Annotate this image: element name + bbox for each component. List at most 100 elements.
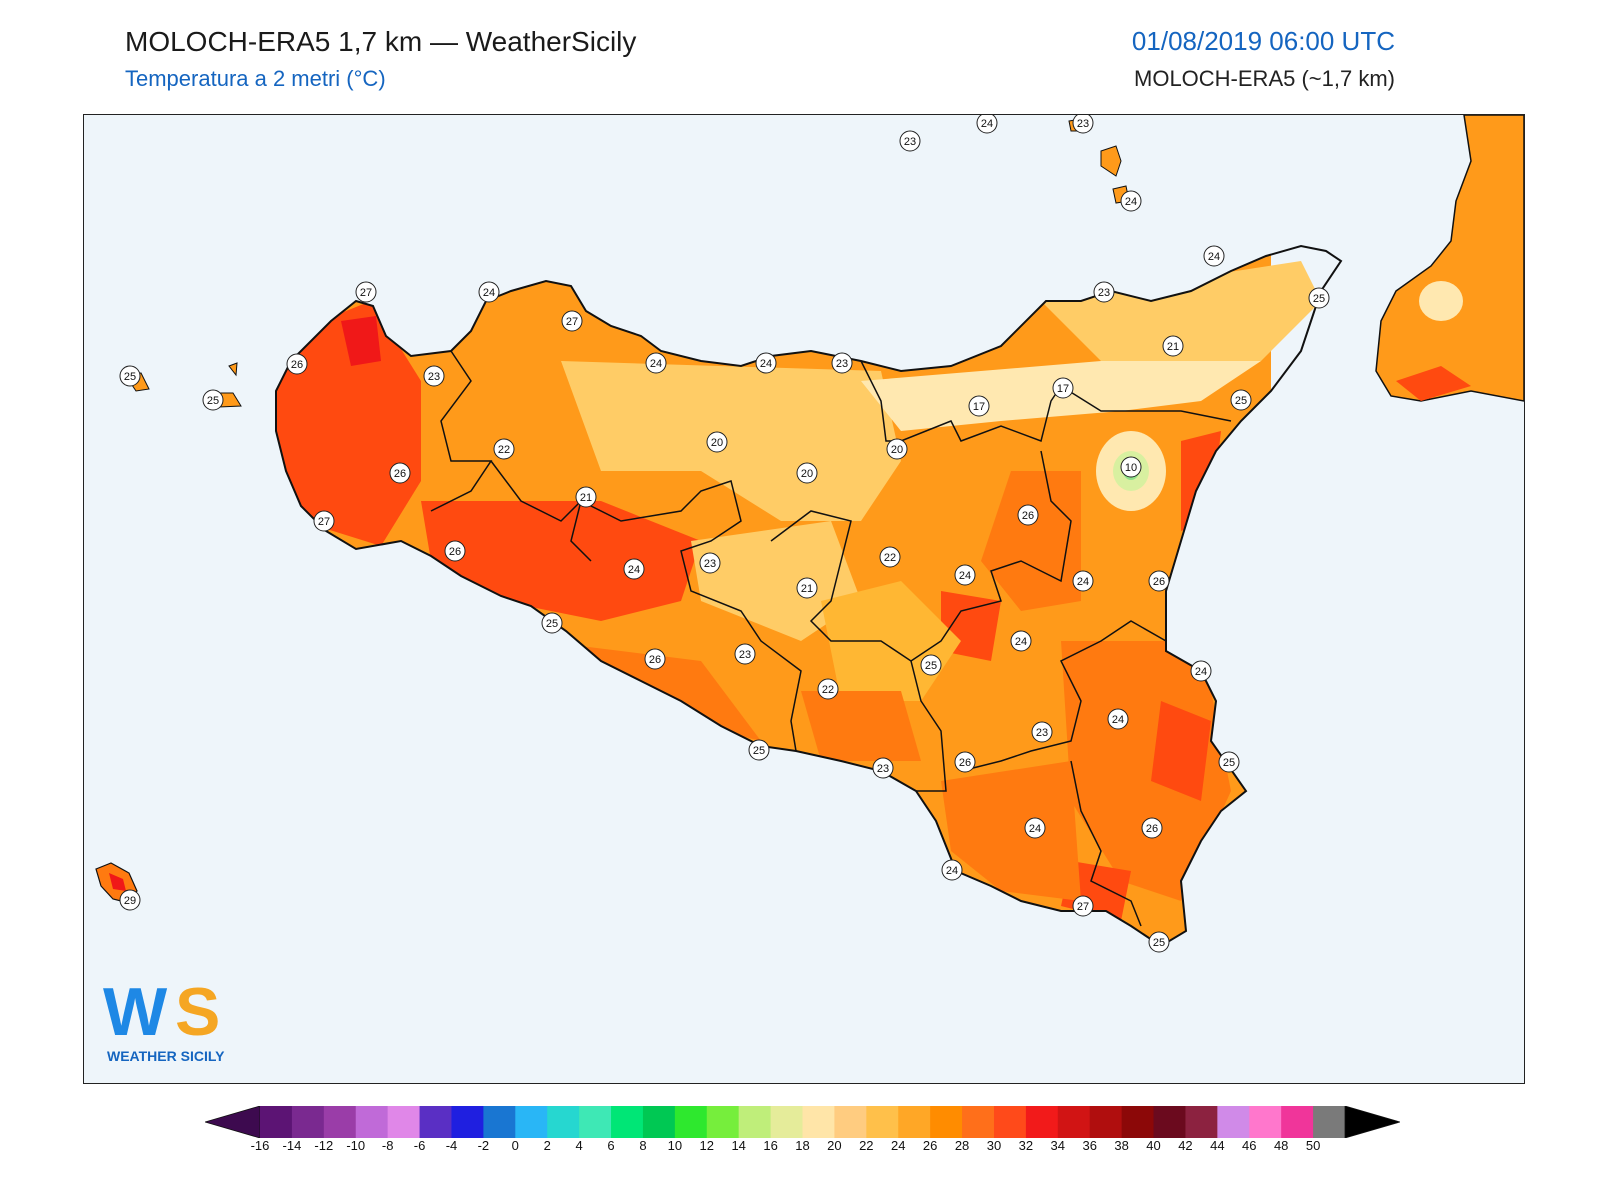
station-value: 27 bbox=[566, 316, 578, 328]
colorbar-segment bbox=[1249, 1106, 1282, 1138]
colorbar-tick-label: 50 bbox=[1305, 1138, 1321, 1153]
colorbar-segment bbox=[611, 1106, 644, 1138]
station-label: 25 bbox=[748, 739, 770, 761]
station-marker bbox=[1072, 115, 1094, 134]
station-label: 20 bbox=[886, 438, 908, 460]
station-marker bbox=[1148, 570, 1170, 592]
colorbar-segment bbox=[1153, 1106, 1186, 1138]
colorbar-segment bbox=[930, 1106, 963, 1138]
station-label: 29 bbox=[119, 889, 141, 911]
station-marker bbox=[1052, 377, 1074, 399]
calabria-landmass bbox=[1375, 115, 1524, 402]
colorbar-segment bbox=[291, 1106, 325, 1138]
station-marker bbox=[1203, 245, 1225, 267]
station-marker bbox=[493, 438, 515, 460]
station-value: 24 bbox=[483, 287, 495, 299]
logo-letters: W bbox=[103, 974, 168, 1050]
station-label: 24 bbox=[1010, 630, 1032, 652]
station-marker bbox=[1120, 190, 1142, 212]
station-marker bbox=[941, 859, 963, 881]
station-label: 17 bbox=[968, 395, 990, 417]
map-title: MOLOCH-ERA5 1,7 km — WeatherSicily bbox=[125, 26, 637, 57]
station-marker bbox=[444, 540, 466, 562]
station-label: 25 bbox=[1148, 931, 1170, 953]
station-marker bbox=[478, 281, 500, 303]
station-value: 24 bbox=[628, 564, 640, 576]
station-marker bbox=[706, 431, 728, 453]
colorbar-tick-label: 40 bbox=[1146, 1138, 1161, 1153]
station-value: 22 bbox=[884, 552, 896, 564]
station-marker bbox=[1024, 817, 1046, 839]
colorbar-tick-label: 32 bbox=[1018, 1138, 1034, 1153]
colorbar-tick-label: 28 bbox=[954, 1138, 970, 1153]
station-label: 23 bbox=[899, 130, 921, 152]
colorbar-segment bbox=[579, 1106, 612, 1138]
station-value: 20 bbox=[711, 437, 723, 449]
station-label: 24 bbox=[941, 859, 963, 881]
colorbar-segment bbox=[451, 1106, 484, 1138]
station-marker bbox=[1190, 660, 1212, 682]
station-value: 23 bbox=[904, 136, 916, 148]
station-label: 24 bbox=[645, 352, 667, 374]
colorbar-segment bbox=[483, 1106, 516, 1138]
station-marker bbox=[1107, 708, 1129, 730]
station-value: 26 bbox=[1153, 576, 1165, 588]
station-value: 24 bbox=[760, 358, 772, 370]
province-boundaries bbox=[430, 350, 1232, 927]
station-value: 22 bbox=[822, 684, 834, 696]
station-label: 27 bbox=[355, 281, 377, 303]
station-value: 24 bbox=[650, 358, 662, 370]
station-value: 23 bbox=[428, 371, 440, 383]
colorbar-tick-label: -4 bbox=[445, 1138, 458, 1153]
colorbar-tick-label: 24 bbox=[891, 1138, 906, 1153]
colorbar-tick-label: 16 bbox=[763, 1138, 778, 1153]
station-value: 26 bbox=[959, 757, 971, 769]
station-marker bbox=[623, 558, 645, 580]
station-value: 20 bbox=[891, 444, 903, 456]
station-label: 26 bbox=[444, 540, 466, 562]
station-marker bbox=[954, 751, 976, 773]
weather-sicily-logo: W S WEATHER SICILY bbox=[99, 973, 259, 1073]
station-value: 25 bbox=[1235, 395, 1247, 407]
colorbar-segment bbox=[547, 1106, 580, 1138]
colorbar-segment bbox=[323, 1106, 357, 1138]
colorbar-segment bbox=[515, 1106, 548, 1138]
colorbar-min-arrow bbox=[205, 1106, 261, 1138]
station-marker bbox=[796, 577, 818, 599]
station-marker bbox=[734, 643, 756, 665]
station-label: 23 bbox=[831, 352, 853, 374]
station-value: 25 bbox=[124, 371, 136, 383]
station-value: 17 bbox=[1057, 383, 1069, 395]
station-marker bbox=[541, 612, 563, 634]
station-value: 24 bbox=[1077, 576, 1089, 588]
station-value: 23 bbox=[877, 763, 889, 775]
colorbar-tick-label: 14 bbox=[731, 1138, 746, 1153]
station-marker bbox=[286, 353, 308, 375]
station-marker bbox=[1017, 504, 1039, 526]
station-value: 23 bbox=[836, 358, 848, 370]
station-marker bbox=[831, 352, 853, 374]
station-label: 21 bbox=[575, 486, 597, 508]
station-marker bbox=[644, 648, 666, 670]
station-label: 26 bbox=[1017, 504, 1039, 526]
station-label: 24 bbox=[1024, 817, 1046, 839]
station-label: 26 bbox=[1148, 570, 1170, 592]
temperature-colorbar bbox=[205, 1106, 1400, 1138]
station-value: 17 bbox=[973, 401, 985, 413]
station-label: 25 bbox=[541, 612, 563, 634]
colorbar-tick-label: 22 bbox=[859, 1138, 874, 1153]
colorbar-segment bbox=[387, 1106, 421, 1138]
station-marker bbox=[1031, 721, 1053, 743]
colorbar-tick-label: -14 bbox=[282, 1138, 302, 1153]
station-label: 22 bbox=[493, 438, 515, 460]
station-label: 27 bbox=[313, 510, 335, 532]
station-value: 24 bbox=[1112, 714, 1124, 726]
station-value: 24 bbox=[981, 118, 993, 130]
station-value: 23 bbox=[1098, 287, 1110, 299]
station-marker bbox=[119, 365, 141, 387]
station-label: 25 bbox=[920, 654, 942, 676]
station-value: 23 bbox=[704, 558, 716, 570]
station-marker bbox=[1093, 281, 1115, 303]
station-marker bbox=[561, 310, 583, 332]
colorbar-segment bbox=[770, 1106, 803, 1138]
